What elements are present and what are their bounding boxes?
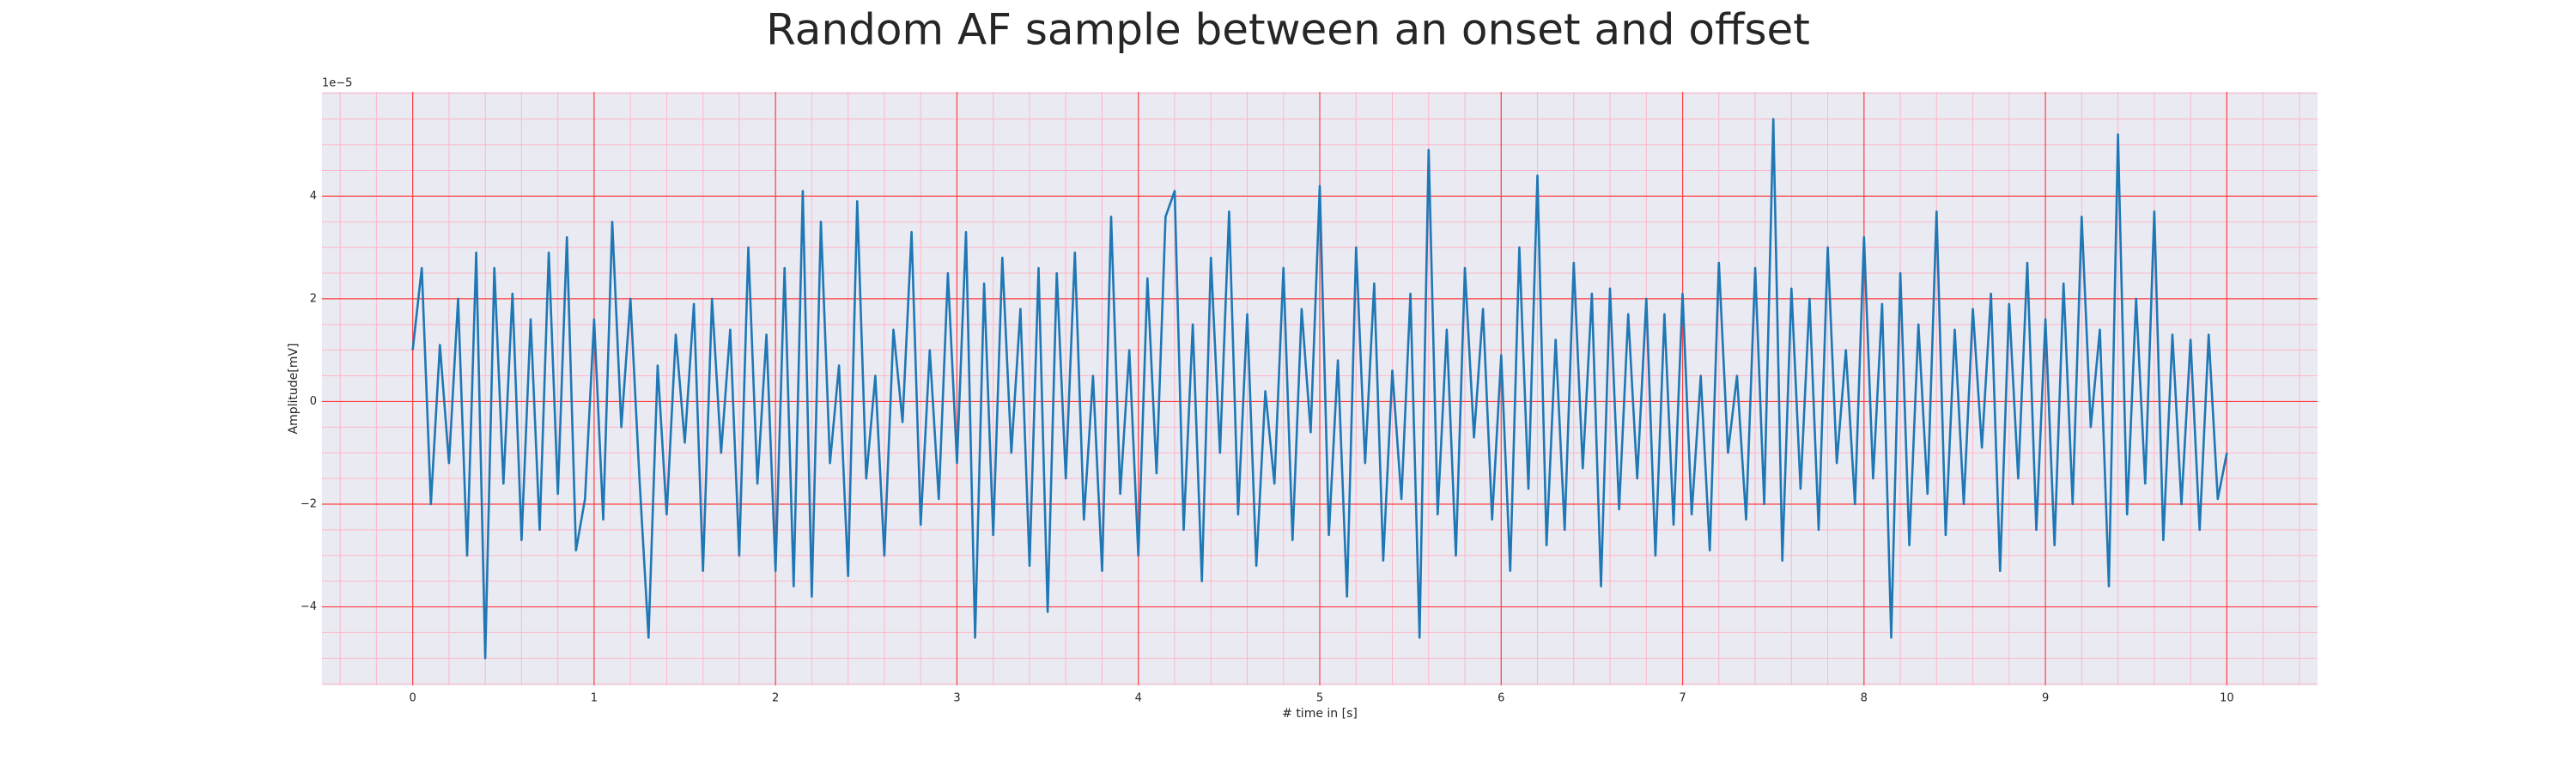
y-tick-label: 0: [310, 395, 317, 408]
x-tick-label: 8: [1861, 692, 1868, 705]
line-series: [411, 118, 2228, 660]
x-tick-label: 7: [1679, 692, 1686, 705]
x-tick-label: 10: [2220, 692, 2234, 705]
chart-title: Random AF sample between an onset and of…: [766, 5, 1810, 55]
y-tick-label: −2: [301, 497, 317, 510]
x-axis-label: # time in [s]: [1282, 707, 1358, 721]
x-tick-label: 9: [2042, 692, 2049, 705]
x-tick-label: 6: [1498, 692, 1504, 705]
y-tick-label: −4: [301, 600, 317, 613]
y-tick-label: 4: [310, 190, 317, 203]
x-tick-label: 2: [772, 692, 779, 705]
x-tick-label: 1: [591, 692, 598, 705]
x-tick-label: 4: [1135, 692, 1142, 705]
x-tick-label: 3: [953, 692, 960, 705]
y-tick-label: 2: [310, 292, 317, 305]
y-axis-label: Amplitude[mV]: [287, 344, 301, 435]
x-tick-label: 5: [1316, 692, 1323, 705]
x-tick-label: 0: [409, 692, 416, 705]
y-offset-label: 1e−5: [322, 77, 352, 90]
